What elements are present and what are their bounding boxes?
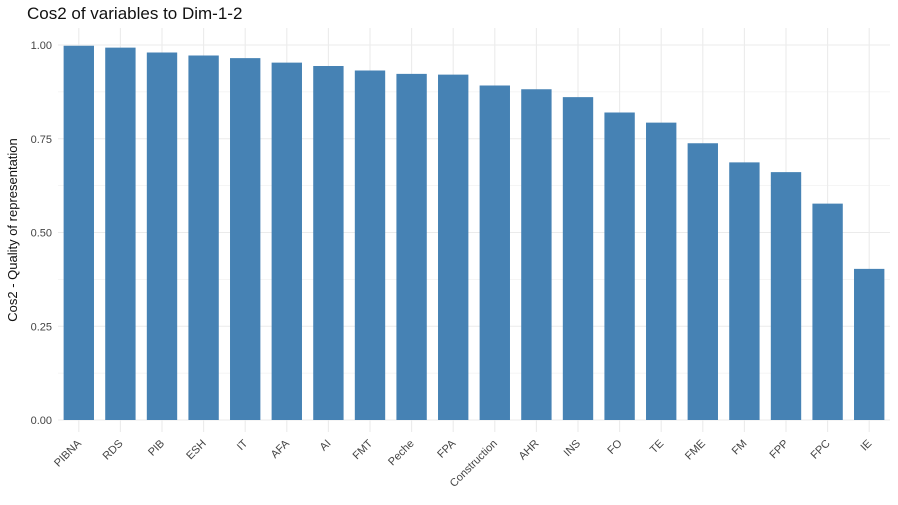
x-tick-label: TE [648,438,666,456]
x-tick-label: FO [605,437,625,457]
x-tick-label: INS [562,438,583,459]
x-tick-label: Peche [386,438,417,469]
bar-pib [146,52,178,420]
bar-ie [854,268,885,420]
x-tick-label: AHR [517,438,542,463]
bar-ai [313,66,344,420]
bar-afa [271,62,302,420]
bar-fpa [438,74,469,420]
x-tick-label: IE [858,438,874,454]
x-tick-label: FPC [809,438,833,462]
bars [63,45,885,420]
x-tick-label: FME [683,438,708,463]
bar-pibna [63,45,94,420]
y-ticks: 0.00 0.25 0.50 0.75 1.00 [31,40,52,427]
x-tick-label: FPA [435,437,459,461]
chart-title: Cos2 of variables to Dim-1-2 [27,4,242,23]
bar-fmt [354,70,386,420]
y-tick-label: 0.50 [31,228,52,240]
bar-fo [604,112,635,420]
x-tick-label: FPP [767,438,791,462]
x-ticks: PIBNA RDS PIB ESH IT AFA AI FMT Peche FPAConstruc… [52,437,874,490]
y-axis-label: Cos2 - Quality of representation [5,138,20,322]
bar-te [646,122,677,420]
bar-fm [729,162,760,420]
bar-rds [105,47,136,420]
bar-esh [188,55,219,420]
y-tick-label: 0.25 [31,321,52,333]
bar-ahr [521,89,552,420]
bar-peche [396,73,427,420]
x-tick-label: FM [730,438,750,458]
x-tick-label: RDS [101,438,126,463]
y-tick-label: 0.00 [31,415,52,427]
bar-fpp [770,172,802,420]
x-tick-label: PIBNA [52,437,84,469]
grid [58,28,890,432]
bar-it [230,58,261,420]
x-tick-label: AI [318,438,334,454]
bar-ins [562,97,594,420]
x-tick-label: AFA [269,437,293,461]
bar-fme [687,143,718,420]
x-tick-label: PIB [146,438,167,459]
y-tick-label: 0.75 [31,134,52,146]
y-tick-label: 1.00 [31,40,52,52]
bar-construction [479,85,510,420]
x-tick-label: ESH [184,438,209,463]
x-tick-label: IT [235,437,251,453]
bar-fpc [812,203,843,420]
x-tick-label: FMT [351,437,376,462]
